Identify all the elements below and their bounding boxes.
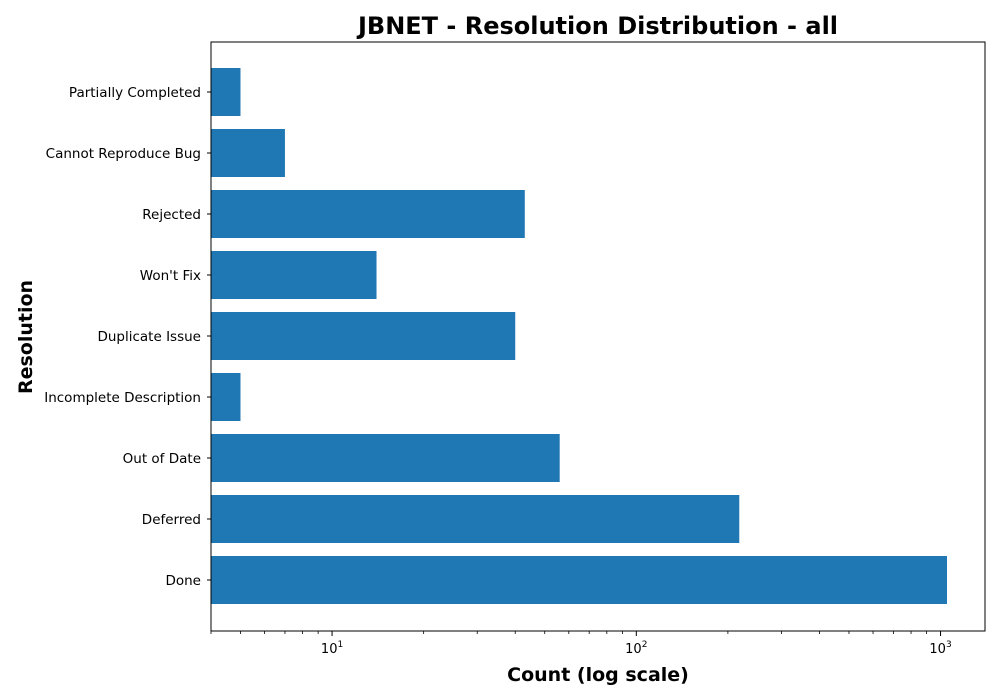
y-tick-label: Deferred	[142, 512, 201, 528]
bar-duplicate-issue	[211, 312, 516, 360]
bars-group	[211, 68, 947, 604]
bar-incomplete-description	[211, 373, 241, 421]
y-tick-label: Rejected	[142, 207, 201, 223]
x-axis-ticks: 101 102 103	[210, 631, 952, 657]
x-tick-label: 102	[625, 640, 647, 657]
x-tick-label: 101	[321, 640, 343, 657]
y-tick-label: Partially Completed	[69, 85, 201, 101]
y-tick-label: Duplicate Issue	[97, 329, 201, 345]
bar-out-of-date	[211, 434, 560, 482]
bar-cannot-reproduce-bug	[211, 129, 285, 177]
y-tick-label: Out of Date	[123, 451, 201, 467]
y-axis-label: Resolution	[15, 280, 37, 394]
y-tick-label: Won't Fix	[140, 268, 201, 284]
y-tick-label: Done	[165, 573, 201, 589]
bar-deferred	[211, 495, 740, 543]
bar-done	[211, 556, 947, 604]
x-tick-label: 103	[929, 640, 951, 657]
bar-partially-completed	[211, 68, 241, 116]
plot-frame	[210, 41, 986, 632]
y-tick-label: Incomplete Description	[44, 390, 201, 406]
y-tick-label: Cannot Reproduce Bug	[46, 146, 201, 162]
x-axis-label: Count (log scale)	[507, 664, 689, 686]
chart-title: JBNET - Resolution Distribution - all	[356, 12, 838, 40]
bar-rejected	[211, 190, 525, 238]
bar-won-t-fix	[211, 251, 377, 299]
y-axis-ticks: Done Deferred Out of Date Incomplete Descri…	[44, 85, 211, 589]
